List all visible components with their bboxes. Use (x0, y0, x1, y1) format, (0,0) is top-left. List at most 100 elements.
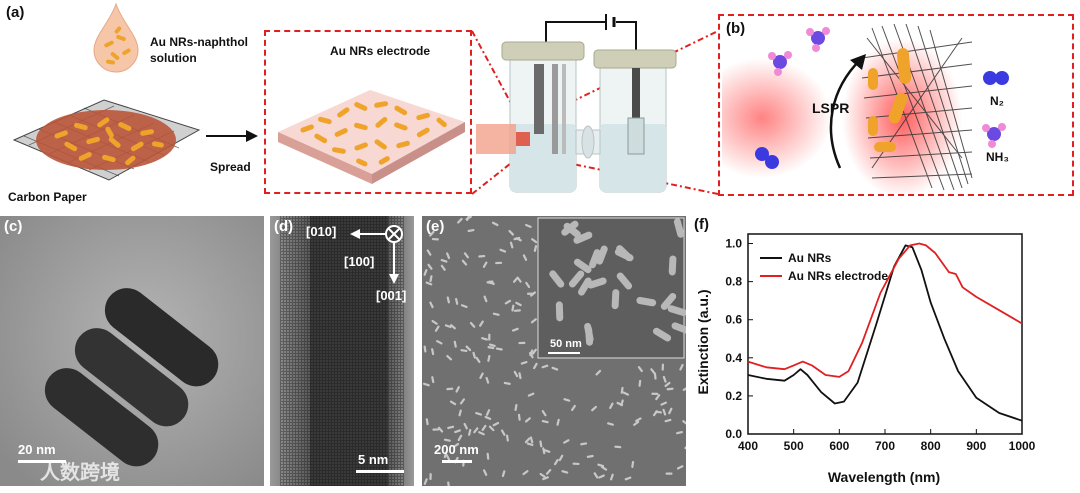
sem-rod (526, 292, 534, 295)
n2-label: N₂ (990, 94, 1004, 108)
sem-rod (665, 472, 673, 475)
sem-rod (452, 442, 460, 448)
sem-rod (429, 230, 435, 237)
sem-rod (676, 465, 684, 470)
sem-rod (492, 312, 500, 316)
n2-molecule-icon (755, 147, 779, 169)
sem-rod (511, 304, 515, 312)
sem-rod (505, 434, 509, 442)
sem-rod (504, 299, 512, 305)
sem-rod (488, 280, 495, 286)
panel-c-scale-bar (18, 460, 66, 463)
sem-rod (595, 369, 602, 376)
sem-rod (624, 476, 632, 481)
sem-rod (633, 420, 640, 426)
sem-rod (443, 451, 448, 459)
panel-d-scale-text: 5 nm (358, 452, 389, 467)
sem-rod (469, 321, 476, 328)
sem-rod (545, 468, 552, 475)
sem-rod (445, 454, 451, 461)
sem-rod (572, 462, 580, 466)
panel-d-label: (d) (274, 218, 294, 235)
sem-rod (446, 354, 453, 361)
sem-rod (429, 301, 434, 309)
sem-rod (425, 418, 429, 426)
sem-rod (556, 418, 560, 426)
sem-rod (530, 318, 537, 324)
sem-rod (533, 362, 538, 370)
sem-rod (622, 391, 630, 396)
sem-rod (446, 387, 454, 391)
x-tick-label: 900 (966, 439, 986, 453)
nh3-molecule-icon-3 (982, 123, 1006, 148)
sem-rod (662, 408, 667, 416)
sem-rod (440, 264, 446, 271)
sem-rod (517, 413, 521, 421)
sem-rod (524, 437, 531, 444)
solution-label: Au NRs-naphthol solution (150, 35, 248, 65)
panel-c-scale-text: 20 nm (18, 442, 56, 457)
sem-inset-rod (667, 305, 686, 317)
sem-rod (482, 469, 488, 476)
x-tick-label: 500 (784, 439, 804, 453)
sem-rod (533, 245, 538, 252)
sem-rod (429, 473, 432, 481)
sem-rod (491, 221, 499, 227)
sem-rod (475, 356, 481, 364)
sem-rod (468, 428, 472, 436)
carbon-paper-label: Carbon Paper (8, 190, 87, 204)
sem-rod (539, 440, 543, 448)
sem-rod (655, 394, 661, 401)
sem-rod (499, 248, 507, 253)
sem-rod (432, 428, 440, 431)
sem-inset-rod (660, 292, 677, 310)
panel-d-hrtem-image: (d) [010] [100] [001] 5 nm (270, 216, 414, 486)
sem-rod (484, 415, 492, 420)
sem-rod (457, 434, 463, 442)
sem-rod (485, 409, 491, 416)
sem-inset-rod (585, 325, 594, 346)
sem-rod (431, 376, 435, 384)
sem-rod (503, 381, 511, 385)
sem-rod (460, 349, 468, 353)
watermark: 人数跨境 (40, 460, 120, 484)
sem-rod (482, 261, 488, 268)
sem-rod (561, 470, 569, 474)
sem-rod (662, 375, 667, 383)
sem-rod (509, 241, 514, 249)
x-tick-label: 600 (829, 439, 849, 453)
sem-rod (495, 261, 503, 265)
sem-rod (465, 216, 472, 221)
x-tick-label: 1000 (1009, 439, 1036, 453)
sem-rod (551, 366, 559, 371)
spread-label: Spread (210, 160, 251, 174)
sem-rod (455, 386, 460, 393)
sem-inset-rod (573, 258, 592, 274)
sem-rod (453, 340, 457, 348)
panel-a-label: (a) (6, 4, 25, 21)
sem-rod (660, 401, 668, 406)
panel-e-sem-image: (e) 50 nm 200 nm (422, 216, 686, 486)
sem-rod (481, 337, 488, 341)
sem-rod (653, 372, 657, 380)
sem-rod (522, 470, 529, 476)
legend-label-0: Au NRs (788, 251, 832, 265)
sem-rod (609, 473, 614, 481)
sem-inset-rod (555, 301, 564, 322)
x-tick-label: 800 (921, 439, 941, 453)
y-tick-label: 0.4 (725, 351, 742, 365)
sem-rod (543, 449, 551, 453)
sem-rod (478, 254, 486, 258)
dir-001-label: [001] (376, 288, 407, 303)
x-axis-label: Wavelength (nm) (828, 469, 940, 485)
sem-inset-rod (636, 296, 657, 307)
panel-f-label: (f) (694, 216, 709, 233)
sem-rod (531, 348, 537, 355)
sem-rod (429, 275, 433, 283)
sem-rod (515, 237, 522, 242)
sem-rod (514, 404, 518, 411)
nh3-molecule-icon (768, 51, 792, 76)
panel-e-inset-scale-bar (548, 352, 580, 354)
dir-100-label: [100] (344, 254, 375, 269)
sem-rod (423, 382, 430, 387)
